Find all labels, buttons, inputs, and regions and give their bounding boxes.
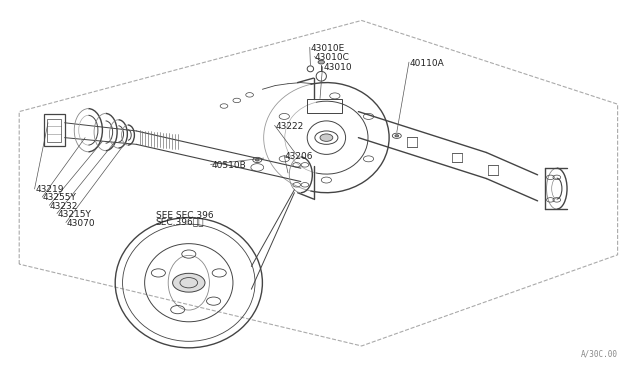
Text: 43232: 43232	[50, 202, 78, 211]
Text: 43070: 43070	[67, 219, 95, 228]
Text: 43010E: 43010E	[310, 44, 345, 53]
Bar	[44, 115, 65, 146]
Text: 43219: 43219	[35, 185, 64, 194]
Circle shape	[318, 60, 324, 64]
Text: 43010C: 43010C	[315, 53, 349, 62]
Text: SEC.396参照: SEC.396参照	[156, 218, 204, 227]
Circle shape	[320, 134, 333, 141]
Text: 43215Y: 43215Y	[58, 210, 92, 219]
Text: 43255Y: 43255Y	[43, 193, 77, 202]
Text: 40510B: 40510B	[211, 161, 246, 170]
Text: 43222: 43222	[275, 122, 303, 131]
Circle shape	[395, 135, 399, 137]
Bar	[47, 119, 61, 142]
Text: 43010: 43010	[323, 63, 352, 72]
Text: 43206: 43206	[285, 152, 314, 161]
Bar	[307, 99, 342, 113]
Circle shape	[173, 273, 205, 292]
Text: A/30C.00: A/30C.00	[580, 350, 618, 359]
Text: 40110A: 40110A	[410, 59, 444, 68]
Circle shape	[255, 159, 259, 161]
Text: SEE SEC.396: SEE SEC.396	[156, 211, 213, 219]
